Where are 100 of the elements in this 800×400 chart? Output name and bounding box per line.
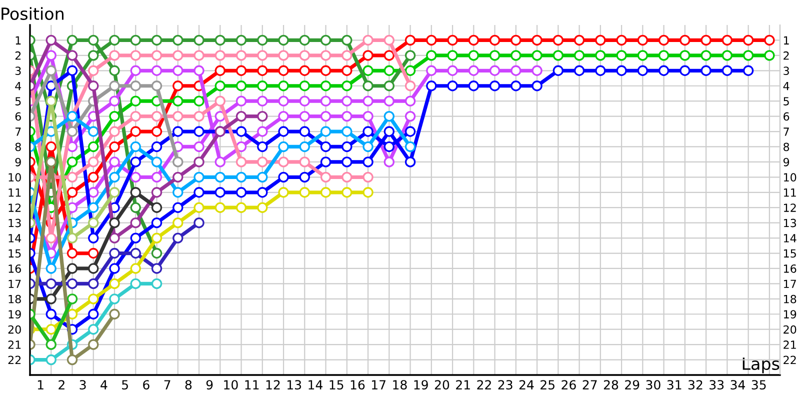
point — [722, 50, 733, 61]
x-tick-label: 3 — [80, 380, 86, 390]
point — [342, 34, 352, 46]
point — [194, 126, 204, 137]
point — [447, 50, 458, 61]
point — [66, 50, 78, 61]
y-tick-label: 10 — [8, 173, 21, 182]
point — [278, 126, 289, 137]
point — [46, 141, 56, 152]
point — [46, 232, 56, 244]
point — [109, 50, 120, 61]
point — [257, 187, 268, 198]
y2-tick-label: 1 — [784, 36, 789, 44]
point — [742, 65, 754, 76]
point — [447, 65, 458, 76]
y2-tick-label: 21 — [784, 340, 796, 349]
point — [257, 50, 268, 61]
y-tick-label: 6 — [15, 112, 21, 121]
point — [384, 110, 395, 122]
y-tick-label: 4 — [15, 82, 22, 90]
point — [278, 80, 289, 92]
point — [109, 126, 120, 137]
x-tick-label: 12 — [266, 380, 280, 390]
point — [384, 80, 395, 92]
y2-tick-label: 17 — [784, 280, 796, 288]
point — [151, 263, 162, 274]
point — [489, 34, 500, 46]
y-tick-label: 2 — [15, 51, 21, 60]
point — [468, 50, 480, 61]
point — [404, 126, 416, 137]
point — [278, 96, 289, 106]
point — [66, 172, 78, 183]
point — [257, 80, 268, 92]
point — [320, 141, 332, 152]
point — [342, 187, 352, 198]
point — [658, 34, 670, 46]
point — [764, 50, 775, 61]
point — [489, 80, 500, 92]
point — [46, 354, 56, 366]
point — [88, 80, 99, 92]
point — [257, 141, 268, 152]
x-tick-label: 10 — [224, 380, 238, 390]
x-tick-label: 18 — [393, 380, 407, 390]
point — [109, 110, 120, 122]
point — [637, 65, 648, 76]
point — [236, 187, 247, 198]
point — [362, 65, 374, 76]
point — [88, 202, 99, 213]
point — [320, 172, 332, 183]
point — [342, 126, 352, 137]
point — [66, 248, 78, 259]
point — [214, 96, 226, 106]
point — [194, 202, 204, 213]
point — [151, 217, 162, 228]
y2-tick-label: 16 — [784, 264, 796, 273]
point — [742, 50, 754, 61]
point — [299, 141, 310, 152]
y-tick-label: 17 — [8, 280, 21, 288]
point — [404, 141, 416, 152]
x-tick-label: 17 — [372, 380, 386, 390]
point — [172, 96, 184, 106]
point — [722, 34, 733, 46]
x-tick-label: 8 — [185, 380, 192, 390]
point — [362, 110, 374, 122]
point — [109, 187, 120, 198]
point — [46, 50, 56, 61]
point — [172, 202, 184, 213]
point — [66, 278, 78, 290]
point — [130, 232, 141, 244]
point — [236, 126, 247, 137]
point — [299, 96, 310, 106]
y-tick-label: 7 — [16, 128, 21, 136]
x-tick-label: 35 — [752, 380, 766, 390]
point — [109, 232, 120, 244]
point — [384, 156, 395, 168]
point — [46, 324, 56, 335]
point — [214, 50, 226, 61]
point — [680, 34, 690, 46]
point — [194, 110, 204, 122]
point — [722, 65, 733, 76]
point — [46, 263, 56, 274]
x-tick-label: 32 — [688, 380, 702, 390]
point — [595, 34, 606, 46]
point — [320, 126, 332, 137]
point — [109, 263, 120, 274]
point — [130, 217, 141, 228]
point — [88, 156, 99, 168]
point — [109, 308, 120, 320]
point — [320, 65, 332, 76]
point — [236, 65, 247, 76]
point — [236, 80, 247, 92]
point — [88, 248, 99, 259]
point — [616, 34, 627, 46]
point — [764, 34, 775, 46]
point — [658, 50, 670, 61]
point — [510, 50, 522, 61]
point — [194, 50, 204, 61]
point — [194, 96, 204, 106]
point — [384, 126, 395, 137]
point — [299, 110, 310, 122]
